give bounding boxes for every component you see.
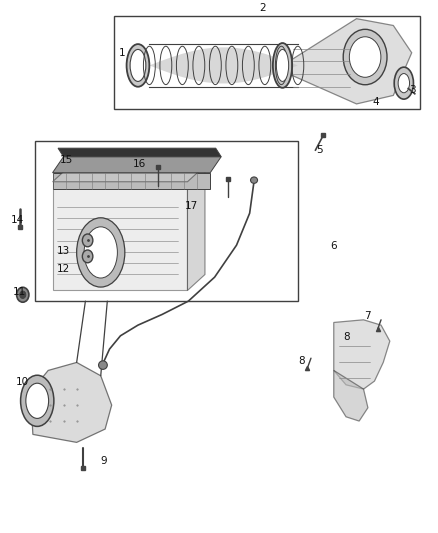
Ellipse shape	[84, 227, 117, 278]
Ellipse shape	[394, 67, 413, 99]
Polygon shape	[334, 320, 390, 389]
Text: 8: 8	[343, 332, 350, 342]
Ellipse shape	[273, 43, 292, 88]
Text: 12: 12	[57, 264, 70, 274]
Ellipse shape	[127, 44, 149, 87]
Text: 4: 4	[372, 98, 379, 107]
Polygon shape	[53, 173, 210, 189]
Ellipse shape	[21, 375, 54, 426]
Text: 6: 6	[330, 241, 337, 251]
Ellipse shape	[343, 29, 387, 85]
Text: 5: 5	[316, 146, 323, 155]
Ellipse shape	[82, 250, 93, 263]
Text: 14: 14	[11, 215, 24, 224]
Polygon shape	[334, 370, 368, 421]
Text: 16: 16	[133, 159, 146, 169]
Ellipse shape	[17, 287, 29, 302]
Ellipse shape	[251, 177, 258, 183]
Polygon shape	[31, 362, 112, 442]
Text: 1: 1	[118, 49, 125, 58]
Polygon shape	[58, 148, 221, 157]
Text: 8: 8	[298, 356, 305, 366]
Polygon shape	[53, 182, 187, 290]
Ellipse shape	[130, 50, 146, 82]
Bar	[35, 141, 298, 301]
Ellipse shape	[26, 383, 49, 418]
Polygon shape	[187, 166, 205, 290]
Polygon shape	[289, 19, 412, 104]
Polygon shape	[53, 157, 221, 173]
Ellipse shape	[350, 37, 381, 77]
Text: 10: 10	[15, 377, 28, 387]
Text: 13: 13	[57, 246, 70, 255]
Text: 7: 7	[364, 311, 371, 321]
Text: 15: 15	[60, 155, 73, 165]
Bar	[114, 16, 420, 109]
Text: 2: 2	[259, 3, 266, 13]
Ellipse shape	[20, 291, 26, 298]
Text: 3: 3	[409, 85, 416, 94]
Polygon shape	[53, 166, 205, 182]
Ellipse shape	[398, 74, 410, 93]
Ellipse shape	[99, 361, 107, 369]
Ellipse shape	[77, 218, 125, 287]
Ellipse shape	[82, 234, 93, 247]
Text: 17: 17	[185, 201, 198, 211]
Text: 11: 11	[13, 287, 26, 296]
Text: 9: 9	[100, 456, 107, 466]
Polygon shape	[149, 47, 298, 84]
Ellipse shape	[276, 50, 289, 82]
